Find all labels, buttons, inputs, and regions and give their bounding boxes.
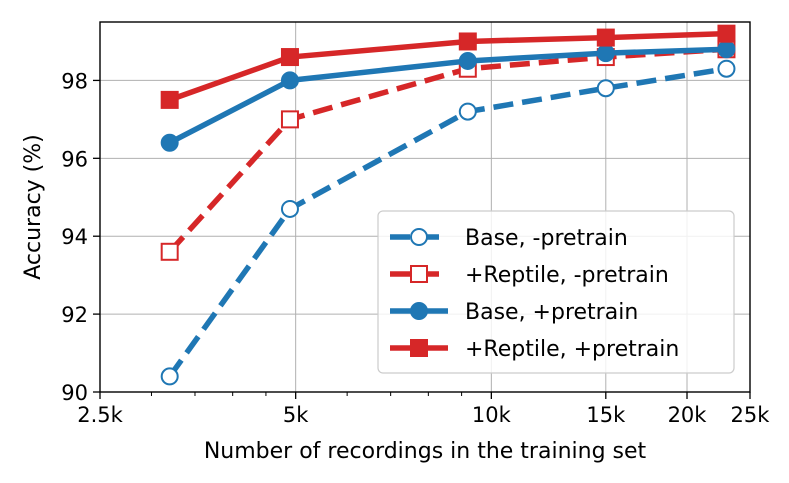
- legend-entry: Base, -pretrain: [390, 226, 628, 251]
- legend-label: Base, +pretrain: [465, 300, 638, 325]
- legend-label: +Reptile, -pretrain: [465, 263, 669, 288]
- data-point: [160, 242, 179, 261]
- data-point: [458, 51, 477, 70]
- data-point: [717, 40, 736, 59]
- plot-frame: [99, 21, 751, 393]
- data-point: [596, 44, 615, 63]
- data-point: [596, 28, 615, 47]
- y-tick-label: 92: [61, 303, 88, 327]
- x-axis-title: Number of recordings in the training set: [204, 439, 647, 464]
- x-tick-label: 15k: [586, 403, 626, 427]
- series-base-pretrain: [160, 40, 736, 152]
- series-line: [168, 46, 727, 146]
- data-point: [280, 71, 299, 90]
- data-point: [458, 32, 477, 51]
- y-tick-label: 90: [61, 381, 88, 405]
- plot-series: [160, 24, 736, 386]
- data-point: [280, 199, 299, 218]
- series-reptile-pretrain: [160, 24, 736, 109]
- data-point: [160, 367, 179, 386]
- legend: Base, -pretrain +Reptile, -pretrain Base, …: [377, 210, 735, 374]
- data-point: [160, 90, 179, 109]
- series-base-pretrain: [160, 59, 736, 386]
- legend-marker: [410, 339, 428, 357]
- y-tick-label: 98: [61, 69, 88, 93]
- x-tick-label: 20k: [668, 403, 708, 427]
- legend-marker: [410, 302, 428, 320]
- data-point: [458, 102, 477, 121]
- legend-marker: [410, 265, 428, 283]
- legend-entry: +Reptile, +pretrain: [390, 337, 679, 362]
- y-tick-label: 96: [61, 147, 88, 171]
- y-axis-title: Accuracy (%): [21, 134, 46, 280]
- legend-label: +Reptile, +pretrain: [465, 337, 679, 362]
- axis-ticks: 2.5k 5k 10k 15k 20k 25k 90 92 94 96 98: [61, 69, 770, 427]
- series-line: [168, 30, 727, 103]
- legend-marker: [410, 228, 428, 246]
- x-tick-label: 2.5k: [77, 403, 123, 427]
- data-point: [717, 24, 736, 43]
- legend-box: [377, 210, 735, 374]
- legend-entry: Base, +pretrain: [390, 300, 638, 325]
- legend-entry: +Reptile, -pretrain: [390, 263, 669, 288]
- data-point: [717, 59, 736, 78]
- x-tick-label: 25k: [731, 403, 771, 427]
- x-tick-label: 10k: [472, 403, 512, 427]
- x-tick-label: 5k: [283, 403, 309, 427]
- data-point: [280, 48, 299, 67]
- legend-label: Base, -pretrain: [465, 226, 628, 251]
- y-tick-label: 94: [61, 225, 88, 249]
- data-point: [280, 110, 299, 129]
- data-point: [596, 79, 615, 98]
- data-point: [160, 133, 179, 152]
